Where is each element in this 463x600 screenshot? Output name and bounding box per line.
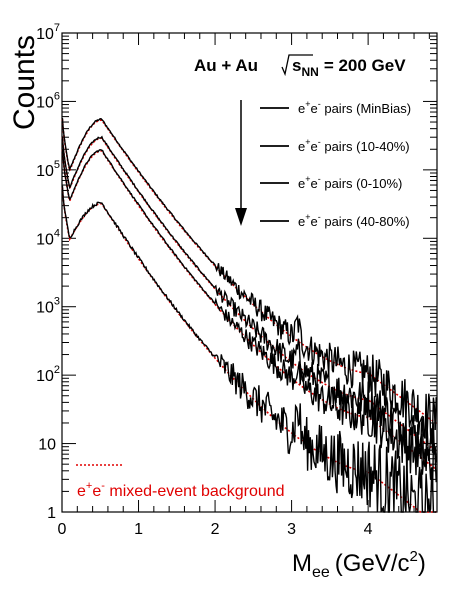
x-tick-label: 4 bbox=[364, 521, 373, 538]
data-series-line bbox=[61, 135, 437, 468]
y-tick-label: 106 bbox=[36, 90, 60, 111]
x-tick-label: 0 bbox=[58, 521, 67, 538]
legend-label: e+e- pairs (10-40%) bbox=[298, 137, 410, 154]
y-axis-tick-labels: 1 10 102 103 104 105 106 107 bbox=[36, 22, 60, 522]
x-tick-label: 1 bbox=[134, 521, 143, 538]
legend-label: e+e- pairs (40-80%) bbox=[298, 212, 410, 229]
y-axis-label: Counts bbox=[8, 35, 41, 130]
y-tick-label: 102 bbox=[36, 364, 60, 385]
legend-label: e+e- pairs (0-10%) bbox=[298, 174, 402, 191]
data-curves bbox=[61, 117, 437, 513]
centrality-arrow bbox=[235, 100, 247, 226]
data-series-line bbox=[61, 148, 437, 492]
chart-title: Au + Au bbox=[194, 56, 258, 75]
x-axis-label: Mee (GeV/c2) bbox=[292, 548, 426, 581]
y-tick-label: 107 bbox=[36, 22, 60, 43]
background-legend-label: e+e- mixed-event background bbox=[77, 480, 285, 500]
legend-label: e+e- pairs (MinBias) bbox=[298, 99, 411, 116]
plot-frame bbox=[61, 32, 438, 513]
legend: e+e- pairs (MinBias) e+e- pairs (10-40%) e… bbox=[260, 99, 411, 229]
y-tick-label: 103 bbox=[36, 296, 60, 317]
x-tick-label: 3 bbox=[287, 521, 296, 538]
plot-area bbox=[61, 32, 438, 513]
background-legend: e+e- mixed-event background bbox=[76, 464, 285, 500]
y-tick-label: 1 bbox=[47, 505, 56, 522]
svg-text:sNN= 200 GeV: sNN = 200 GeV bbox=[292, 56, 406, 79]
x-axis-tick-labels: 0 1 2 3 4 bbox=[58, 521, 373, 538]
background-series-line bbox=[61, 119, 437, 425]
energy-label: sNN = 200 GeV bbox=[281, 54, 406, 79]
x-tick-label: 2 bbox=[211, 521, 220, 538]
y-tick-label: 104 bbox=[36, 227, 60, 248]
y-tick-label: 105 bbox=[36, 159, 60, 180]
y-tick-label: 10 bbox=[38, 437, 56, 454]
data-series-line bbox=[61, 117, 437, 443]
data-series-line bbox=[61, 185, 437, 513]
